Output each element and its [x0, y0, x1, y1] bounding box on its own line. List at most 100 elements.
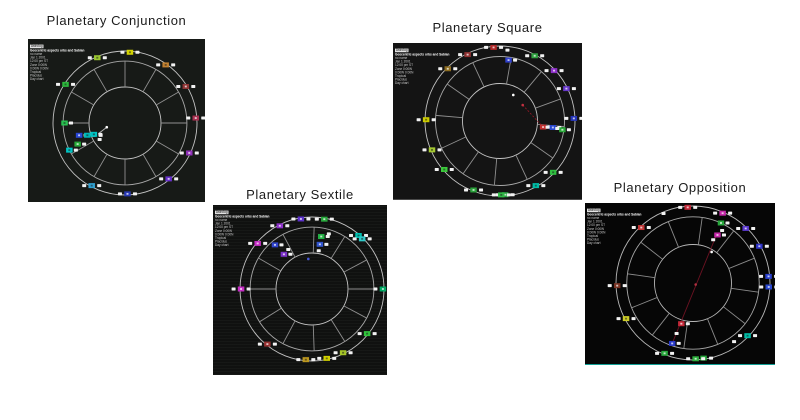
degree-label	[332, 356, 337, 360]
planet-glyph	[323, 355, 330, 361]
degree-label	[159, 177, 164, 181]
degree-label	[201, 116, 205, 120]
legend-info-line: Geocentric aspects orbs and Sabian	[215, 215, 270, 219]
legend-line: Zone 0:00W	[395, 67, 413, 71]
degree-label	[555, 127, 560, 131]
degree-label	[306, 217, 311, 221]
zodiac-wheel	[231, 216, 387, 363]
planet-glyph	[355, 232, 362, 238]
planet-glyph	[126, 49, 134, 55]
planet-glyph	[717, 220, 725, 226]
legend-info-line: Geocentric aspects orbs and Sabian	[395, 53, 450, 57]
degree-label	[325, 235, 330, 239]
degree-label	[285, 224, 290, 228]
planet-glyph	[276, 223, 284, 229]
planet-glyph	[162, 62, 169, 68]
chart-legend: Astrolog Geocentric aspects orbs and Sab…	[30, 41, 98, 82]
chart-title-opposition: Planetary Opposition	[613, 180, 747, 195]
degree-label	[556, 87, 561, 91]
house-cusp-line	[155, 91, 179, 106]
legend-line: Tropical	[587, 234, 599, 238]
degree-label	[543, 170, 548, 174]
house-cusp-line	[523, 71, 542, 93]
legend-line: Placidus	[587, 238, 599, 242]
chart-legend: Astrolog Geocentric aspects orbs and Sab…	[215, 207, 283, 248]
degree-label	[713, 211, 718, 215]
house-cusp-line	[472, 62, 485, 88]
degree-label	[479, 188, 484, 192]
degree-label	[317, 356, 322, 360]
planet-glyph	[742, 225, 749, 231]
degree-label	[246, 287, 251, 291]
legend-lines: no name Jan 1 2001 12:00 pm ST Zone 0:00W 0:…	[215, 219, 283, 248]
degree-label	[257, 342, 262, 346]
degree-label	[156, 63, 161, 67]
degree-label	[82, 142, 87, 146]
degree-label	[491, 193, 496, 197]
house-cusp-line	[667, 221, 679, 248]
planet-glyph	[363, 331, 371, 337]
planet-glyph	[182, 83, 190, 89]
degree-label	[725, 221, 730, 225]
house-cusp-line	[731, 287, 759, 293]
degree-label	[571, 87, 576, 91]
house-cusp-line	[93, 153, 108, 177]
legend-line: 0:00W 0:00N	[30, 67, 49, 71]
degree-label	[513, 58, 518, 62]
degree-label	[132, 192, 137, 196]
legend-chip: Astrolog	[395, 48, 409, 53]
degree-label	[352, 237, 357, 241]
planet-glyph	[501, 192, 509, 198]
degree-label	[720, 228, 725, 232]
chart-legend: Astrolog Geocentric aspects orbs and Sab…	[587, 205, 655, 246]
degree-label	[732, 340, 737, 344]
degree-label	[416, 118, 421, 122]
degree-label	[558, 170, 563, 174]
house-cusp-line	[343, 259, 367, 273]
degree-label	[453, 67, 458, 71]
house-cusp-line	[282, 234, 296, 258]
degree-label	[458, 53, 463, 57]
planet-glyph	[531, 53, 538, 59]
legend-lines: no name Jan 1 2001 12:00 pm ST Zone 0:00W 0:…	[395, 57, 463, 86]
degree-label	[326, 232, 331, 236]
legend-line: Tropical	[215, 236, 227, 240]
legend-line: 0:00W 0:00N	[587, 231, 606, 235]
degree-label	[422, 148, 427, 152]
planet-glyph	[539, 124, 547, 130]
planet-glyph	[765, 273, 772, 279]
legend-info-line: Geocentric aspects orbs and Sabian	[587, 213, 642, 217]
legend-line: Placidus	[395, 78, 407, 82]
degree-label	[120, 50, 125, 54]
house-cusp-line	[493, 158, 498, 186]
degree-label	[179, 151, 184, 155]
degree-label	[434, 167, 439, 171]
house-cusp-line	[651, 313, 670, 336]
degree-label	[473, 53, 478, 57]
house-cusp-line	[441, 136, 467, 149]
legend-line: 12:00 pm ST	[215, 225, 234, 230]
aspect-line	[671, 234, 718, 344]
degree-label	[288, 252, 293, 256]
planet-glyph	[549, 169, 557, 175]
legend-line: Placidus	[215, 240, 227, 244]
planet-glyph	[714, 232, 721, 238]
legend-line: Day chart	[587, 241, 601, 246]
degree-label	[191, 84, 196, 88]
house-cusp-line	[258, 257, 282, 272]
degree-label	[357, 332, 362, 336]
planet-glyph	[321, 216, 328, 222]
chart-panel-square: Astrolog Geocentric aspects orbs and Sab…	[393, 43, 582, 200]
planet-glyph	[358, 236, 366, 242]
planet-glyph	[505, 57, 512, 63]
planet-glyph	[379, 286, 387, 292]
degree-label	[324, 242, 329, 246]
chart-title-square: Planetary Square	[432, 20, 543, 35]
degree-label	[736, 226, 741, 230]
house-cusp-line	[515, 154, 528, 180]
planet-glyph	[532, 183, 540, 189]
planet-glyph	[549, 124, 557, 130]
degree-label	[646, 226, 651, 230]
planet-glyph	[75, 132, 83, 138]
house-cusp-line	[707, 318, 719, 345]
